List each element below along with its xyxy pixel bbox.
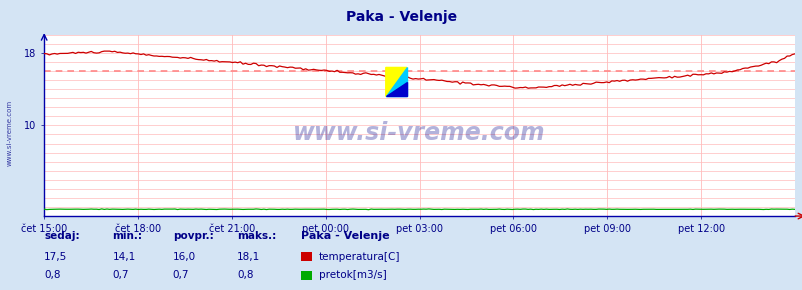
Polygon shape xyxy=(385,82,407,96)
Text: pretok[m3/s]: pretok[m3/s] xyxy=(318,270,386,280)
Text: temperatura[C]: temperatura[C] xyxy=(318,251,399,262)
Polygon shape xyxy=(385,68,407,96)
Text: maks.:: maks.: xyxy=(237,231,276,241)
Polygon shape xyxy=(385,68,407,96)
Text: min.:: min.: xyxy=(112,231,142,241)
Text: www.si-vreme.com: www.si-vreme.com xyxy=(6,100,13,166)
Text: 14,1: 14,1 xyxy=(112,251,136,262)
Text: 16,0: 16,0 xyxy=(172,251,196,262)
Text: 17,5: 17,5 xyxy=(44,251,67,262)
Text: Paka - Velenje: Paka - Velenje xyxy=(301,231,389,241)
Text: 0,7: 0,7 xyxy=(112,270,129,280)
Text: 0,8: 0,8 xyxy=(237,270,253,280)
Text: sedaj:: sedaj: xyxy=(44,231,79,241)
Text: Paka - Velenje: Paka - Velenje xyxy=(346,10,456,24)
Text: 0,8: 0,8 xyxy=(44,270,61,280)
Text: povpr.:: povpr.: xyxy=(172,231,213,241)
Text: 18,1: 18,1 xyxy=(237,251,260,262)
Text: www.si-vreme.com: www.si-vreme.com xyxy=(293,121,545,145)
Text: 0,7: 0,7 xyxy=(172,270,189,280)
